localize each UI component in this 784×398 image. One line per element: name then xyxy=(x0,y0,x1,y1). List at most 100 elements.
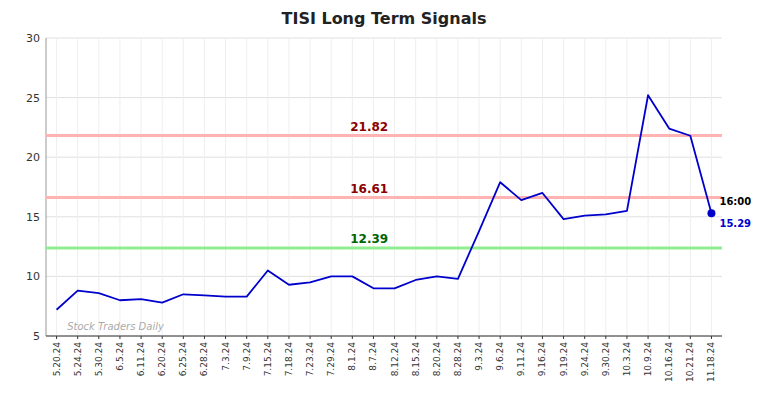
x-tick-label: 8.7.24 xyxy=(368,342,378,371)
x-grid-line xyxy=(119,38,120,336)
reference-line xyxy=(46,246,722,249)
x-tick xyxy=(373,336,374,339)
y-grid-line xyxy=(46,216,722,217)
x-grid-line xyxy=(584,38,585,336)
last-time: 16:00 xyxy=(719,196,751,207)
y-tick-label: 20 xyxy=(26,151,40,164)
x-tick xyxy=(605,336,606,339)
x-grid-line xyxy=(204,38,205,336)
x-tick-label: 6.20.24 xyxy=(157,342,167,377)
x-grid-line xyxy=(542,38,543,336)
x-tick-label: 7.3.24 xyxy=(221,342,231,371)
x-tick xyxy=(669,336,670,339)
x-tick-label: 6.11.24 xyxy=(136,342,146,377)
y-axis-line xyxy=(46,38,47,336)
x-tick xyxy=(331,336,332,339)
y-grid-line xyxy=(46,276,722,277)
x-grid-line xyxy=(711,38,712,336)
x-grid-line xyxy=(288,38,289,336)
x-tick-label: 8.20.24 xyxy=(432,342,442,377)
x-tick-label: 8.15.24 xyxy=(411,342,421,377)
reference-line xyxy=(46,134,722,137)
x-grid-line xyxy=(479,38,480,336)
chart: TISI Long Term Signals510152025305.20.24… xyxy=(0,0,784,398)
x-grid-line xyxy=(162,38,163,336)
x-tick xyxy=(711,336,712,339)
chart-container: TISI Long Term Signals510152025305.20.24… xyxy=(0,0,784,398)
x-tick xyxy=(626,336,627,339)
x-tick-label: 9.3.24 xyxy=(474,342,484,371)
x-tick-label: 10.9.24 xyxy=(643,342,653,377)
x-grid-line xyxy=(331,38,332,336)
x-tick-label: 5.24.24 xyxy=(73,342,83,377)
x-tick xyxy=(246,336,247,339)
x-tick xyxy=(479,336,480,339)
x-grid-line xyxy=(521,38,522,336)
title: TISI Long Term Signals xyxy=(282,9,487,28)
x-tick-label: 6.5.24 xyxy=(115,342,125,371)
x-tick xyxy=(267,336,268,339)
watermark: Stock Traders Daily xyxy=(67,321,165,332)
x-tick-label: 5.30.24 xyxy=(94,342,104,377)
x-tick-label: 7.29.24 xyxy=(326,342,336,377)
y-grid-line xyxy=(46,97,722,98)
x-tick-label: 10.16.24 xyxy=(664,342,674,382)
x-tick xyxy=(77,336,78,339)
plot-area xyxy=(46,95,722,310)
x-tick-label: 8.28.24 xyxy=(453,342,463,377)
x-grid-line xyxy=(500,38,501,336)
x-tick-label: 7.18.24 xyxy=(284,342,294,377)
x-tick xyxy=(542,336,543,339)
x-grid-line xyxy=(246,38,247,336)
x-tick-label: 7.9.24 xyxy=(242,342,252,371)
x-tick xyxy=(352,336,353,339)
x-tick-label: 9.19.24 xyxy=(559,342,569,377)
x-axis-line xyxy=(46,336,722,337)
x-tick xyxy=(584,336,585,339)
last-point xyxy=(707,209,715,217)
y-grid-line xyxy=(46,38,722,39)
x-tick-label: 9.30.24 xyxy=(601,342,611,377)
x-tick-label: 9.11.24 xyxy=(516,342,526,377)
x-tick xyxy=(204,336,205,339)
x-tick xyxy=(56,336,57,339)
x-grid-line xyxy=(648,38,649,336)
x-tick-label: 6.28.24 xyxy=(199,342,209,377)
x-grid-line xyxy=(626,38,627,336)
x-grid-line xyxy=(436,38,437,336)
y-tick-label: 25 xyxy=(26,92,40,105)
x-tick xyxy=(648,336,649,339)
reference-label: 21.82 xyxy=(350,120,388,134)
x-tick xyxy=(415,336,416,339)
x-grid-line xyxy=(267,38,268,336)
x-grid-line xyxy=(56,38,57,336)
x-axis: 5.20.24 5.24.24 5.30.24 6.5.24 6.11.24 6.20.2… xyxy=(46,336,722,382)
x-tick-label: 5.20.24 xyxy=(52,342,62,377)
x-tick xyxy=(225,336,226,339)
y-grid-line xyxy=(46,157,722,158)
x-tick xyxy=(162,336,163,339)
x-grid-line xyxy=(141,38,142,336)
reference-label: 12.39 xyxy=(350,232,388,246)
x-tick-label: 7.15.24 xyxy=(263,342,273,377)
x-tick xyxy=(141,336,142,339)
y-tick-label: 10 xyxy=(26,270,40,283)
price-line xyxy=(57,95,712,310)
x-tick-label: 10.3.24 xyxy=(622,342,632,377)
x-tick-label: 11.18.24 xyxy=(706,342,716,382)
reference-label: 16.61 xyxy=(350,182,388,196)
x-tick xyxy=(394,336,395,339)
x-tick-label: 6.25.24 xyxy=(178,342,188,377)
y-grid-line xyxy=(46,336,722,337)
x-tick-label: 9.16.24 xyxy=(537,342,547,377)
x-grid-line xyxy=(690,38,691,336)
x-grid-line xyxy=(457,38,458,336)
x-tick xyxy=(690,336,691,339)
x-tick xyxy=(288,336,289,339)
y-tick-label: 30 xyxy=(26,32,40,45)
x-tick xyxy=(500,336,501,339)
x-tick-label: 9.24.24 xyxy=(580,342,590,377)
x-tick xyxy=(563,336,564,339)
y-tick-label: 5 xyxy=(33,330,40,343)
x-tick-label: 9.6.24 xyxy=(495,342,505,371)
